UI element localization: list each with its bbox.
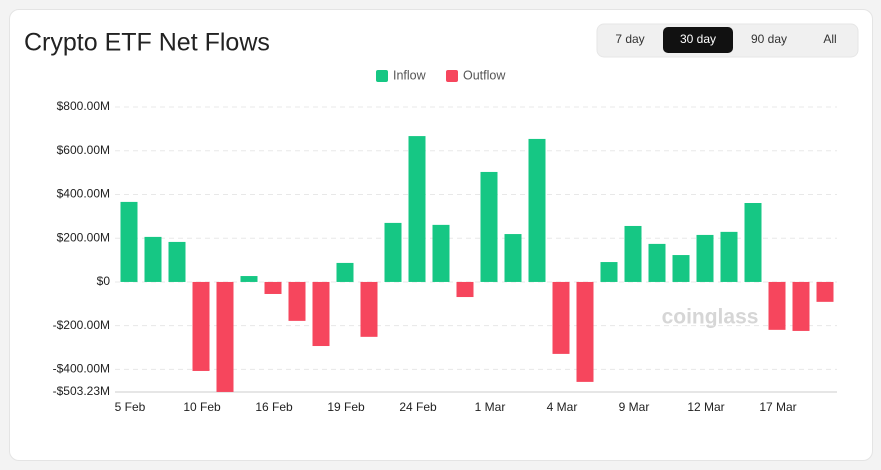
x-tick-label: 10 Feb	[183, 400, 221, 414]
x-tick-label: 9 Mar	[619, 400, 650, 414]
y-tick-label: -$400.00M	[53, 362, 110, 376]
legend-swatch	[376, 70, 388, 82]
range-button[interactable]: 90 day	[751, 32, 787, 46]
y-tick-label: $0	[97, 274, 111, 288]
bar	[408, 136, 426, 282]
bar	[120, 201, 138, 282]
bar	[288, 281, 306, 321]
legend-label: Inflow	[393, 68, 427, 82]
range-button[interactable]: 30 day	[680, 32, 716, 46]
bar	[360, 281, 378, 337]
bar	[480, 171, 498, 282]
x-tick-label: 4 Mar	[547, 400, 578, 414]
bar	[720, 231, 738, 282]
x-tick-label: 19 Feb	[327, 400, 365, 414]
bar	[168, 241, 186, 282]
bar	[312, 281, 330, 347]
bar	[384, 222, 402, 282]
bar	[144, 236, 162, 282]
y-tick-label: -$503.23M	[53, 384, 110, 398]
y-tick-label: $800.00M	[57, 99, 110, 113]
x-tick-label: 24 Feb	[399, 400, 437, 414]
bar	[192, 281, 210, 371]
bar	[648, 243, 666, 282]
bar	[600, 262, 618, 282]
y-tick-label: $600.00M	[57, 143, 110, 157]
bar	[624, 225, 642, 282]
bar	[336, 262, 354, 282]
y-tick-label: $400.00M	[57, 187, 110, 201]
bar	[216, 281, 234, 392]
bar	[696, 234, 714, 282]
legend-label: Outflow	[463, 68, 506, 82]
bar	[264, 281, 282, 294]
bar	[816, 281, 834, 302]
x-tick-label: 16 Feb	[255, 400, 293, 414]
bar	[504, 234, 522, 282]
legend-swatch	[446, 70, 458, 82]
x-tick-label: 1 Mar	[475, 400, 506, 414]
y-tick-label: $200.00M	[57, 230, 110, 244]
bar	[432, 224, 450, 282]
bar	[528, 138, 546, 282]
x-tick-label: 5 Feb	[115, 400, 146, 414]
y-tick-label: -$200.00M	[53, 318, 110, 332]
bar	[240, 276, 258, 282]
button-bg[interactable]	[663, 27, 733, 53]
bar	[672, 255, 690, 282]
bar	[576, 281, 594, 382]
x-tick-label: 17 Mar	[759, 400, 796, 414]
range-button[interactable]: All	[823, 32, 836, 46]
bar	[768, 281, 786, 330]
bar	[456, 281, 474, 298]
bar	[552, 281, 570, 354]
bar	[744, 203, 762, 282]
range-button[interactable]: 7 day	[615, 32, 644, 46]
chart-title: Crypto ETF Net Flows	[24, 29, 270, 57]
x-tick-label: 12 Mar	[687, 400, 724, 414]
watermark: coinglass	[662, 306, 759, 329]
bar	[792, 281, 810, 331]
